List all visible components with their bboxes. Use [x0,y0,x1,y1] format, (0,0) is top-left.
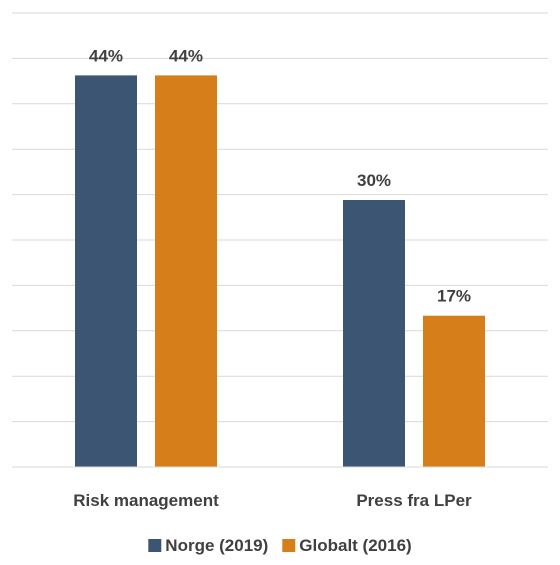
data-labels: 44% 44% 30% 17% [89,46,471,305]
bar-norge-1 [343,200,405,467]
category-label: Risk management [73,491,219,510]
data-label: 44% [169,46,203,65]
bar-globalt-1 [423,315,485,467]
legend-swatch [282,539,296,552]
legend-label: Norge (2019) [165,536,268,555]
bar-norge-0 [75,75,137,468]
bars [75,75,485,468]
legend-swatch [148,539,162,552]
data-label: 44% [89,46,123,65]
legend-label: Globalt (2016) [299,536,411,555]
data-label: 17% [437,287,471,306]
category-label: Press fra LPer [356,491,472,510]
category-labels: Risk management Press fra LPer [73,491,472,510]
data-label: 30% [357,171,391,190]
legend: Norge (2019) Globalt (2016) [148,536,412,555]
bar-globalt-0 [155,75,217,468]
